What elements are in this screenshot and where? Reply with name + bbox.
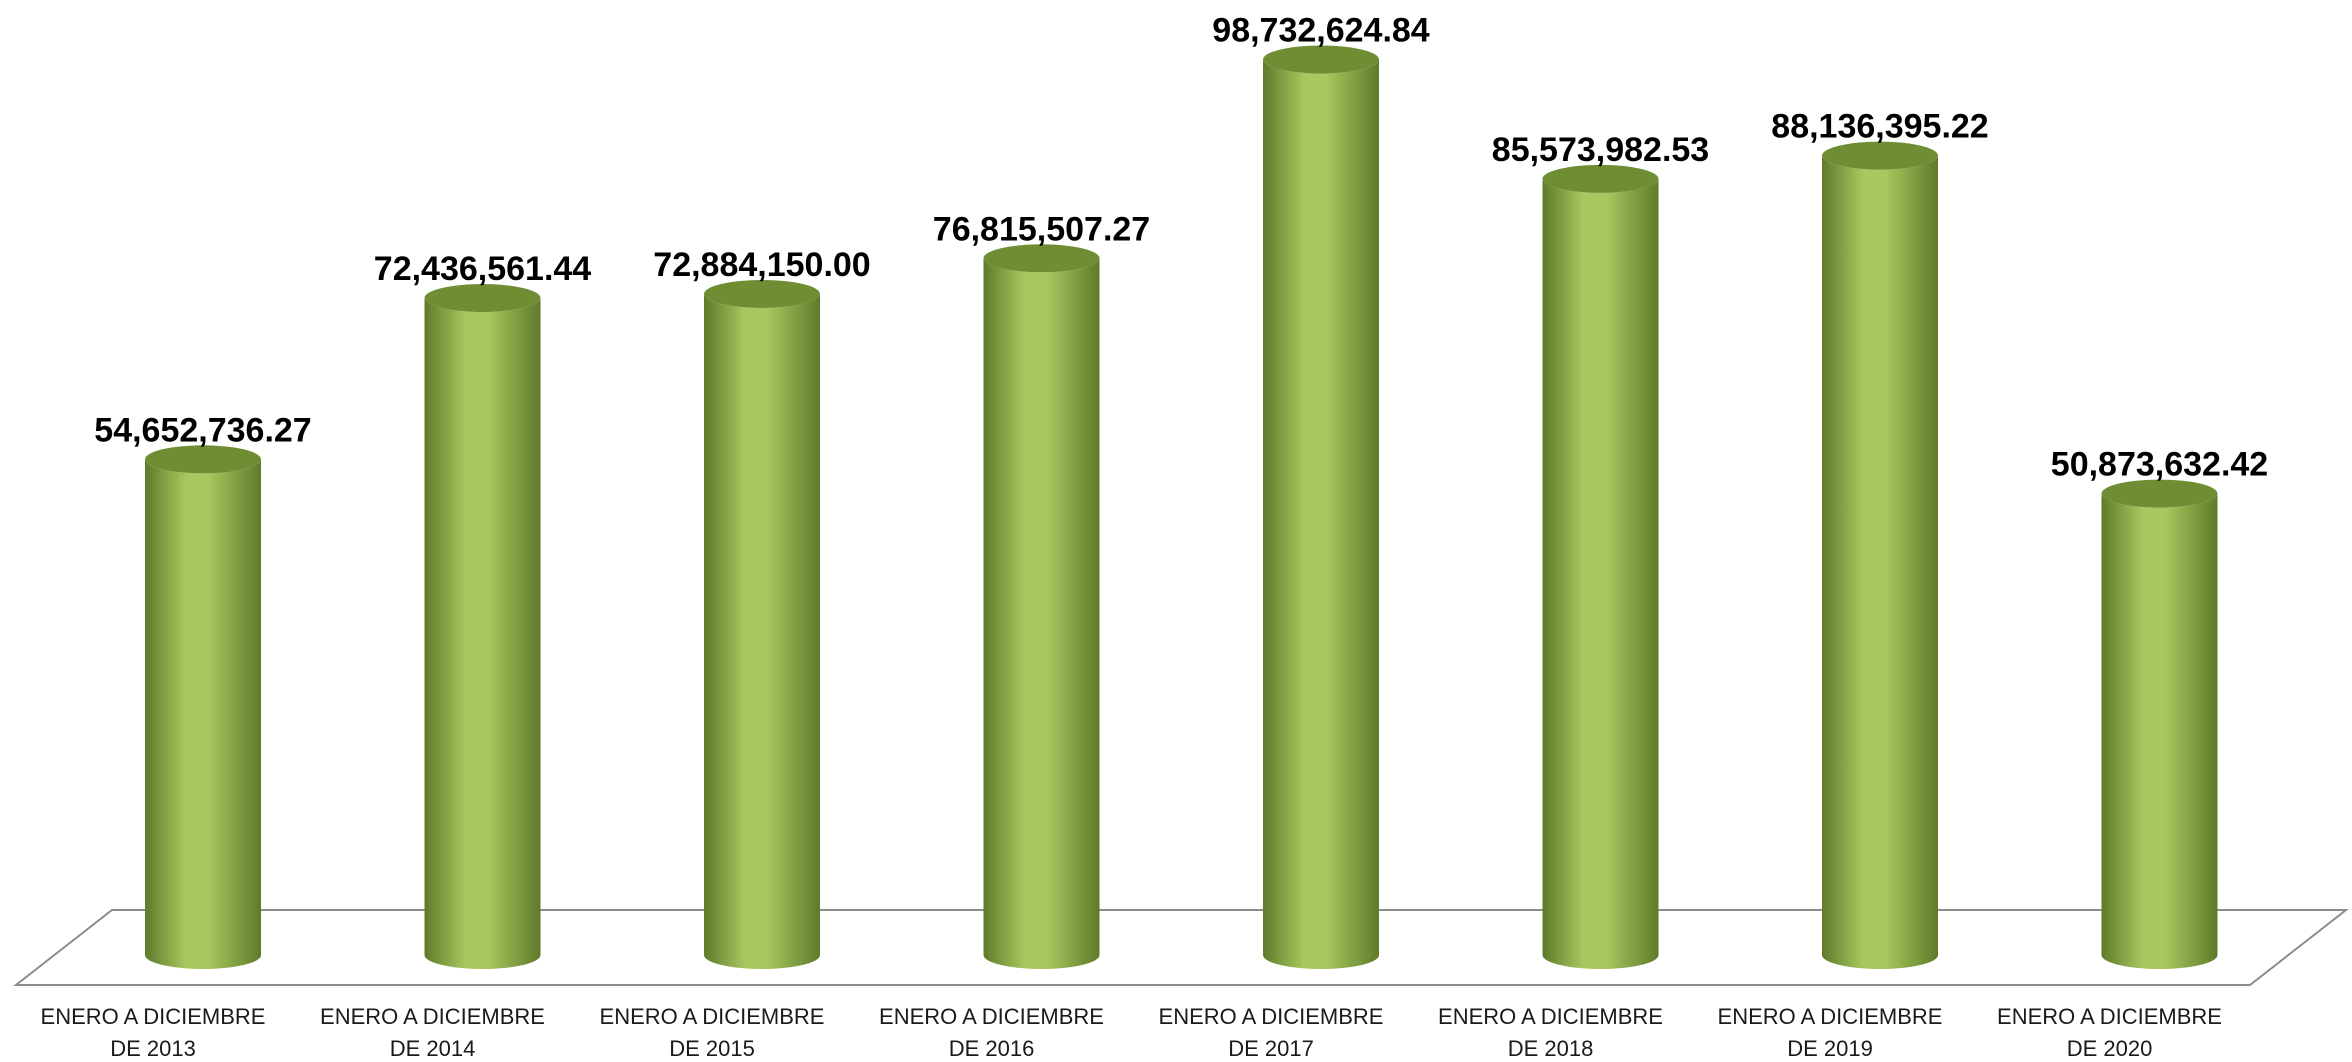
category-tick-label: DE 2014 <box>390 1036 476 1061</box>
bar-top-cap <box>2101 479 2218 508</box>
bar-6 <box>1822 141 1938 969</box>
data-label: 50,873,632.42 <box>2051 446 2268 484</box>
bar-4 <box>1263 45 1379 969</box>
category-tick-label: ENERO A DICIEMBRE <box>1718 1004 1943 1029</box>
bar-top-cap <box>983 244 1100 273</box>
category-tick-label: ENERO A DICIEMBRE <box>41 1004 266 1029</box>
bar-body <box>983 258 1100 970</box>
data-label: 85,573,982.53 <box>1492 131 1709 169</box>
category-labels-group: ENERO A DICIEMBRE DE 2013 ENERO A DICIEMBR… <box>41 1004 2222 1061</box>
bar-top-cap <box>1263 45 1379 74</box>
bars-group <box>145 45 2218 970</box>
bar-body <box>1822 155 1938 969</box>
bar-top-cap <box>1542 164 1659 193</box>
category-tick-label: ENERO A DICIEMBRE <box>1997 1004 2222 1029</box>
value-labels-group: 54,652,736.27 72,436,561.44 72,884,150.00 7… <box>94 11 2268 483</box>
bar-2 <box>704 279 820 969</box>
bar-body <box>2101 493 2218 969</box>
bar-7 <box>2101 479 2218 969</box>
data-label: 72,436,561.44 <box>374 250 592 288</box>
bar-body <box>704 293 820 969</box>
bar-body <box>424 298 541 970</box>
data-label: 76,815,507.27 <box>933 210 1150 248</box>
chart-floor <box>13 909 2349 986</box>
bar-top-cap <box>1822 141 1938 170</box>
bar-body <box>1542 178 1659 969</box>
category-tick-label: ENERO A DICIEMBRE <box>1438 1004 1663 1029</box>
category-tick-label: ENERO A DICIEMBRE <box>1159 1004 1384 1029</box>
bar-5 <box>1542 164 1659 969</box>
bar-top-cap <box>704 279 820 308</box>
category-tick-label: ENERO A DICIEMBRE <box>600 1004 825 1029</box>
bar-1 <box>424 284 541 970</box>
bar-body <box>1263 59 1379 969</box>
category-tick-label: DE 2020 <box>2067 1036 2153 1061</box>
data-label: 98,732,624.84 <box>1212 11 1430 49</box>
bar-3 <box>983 244 1100 970</box>
category-tick-label: DE 2019 <box>1787 1036 1873 1061</box>
category-tick-label: ENERO A DICIEMBRE <box>879 1004 1104 1029</box>
data-label: 72,884,150.00 <box>653 246 870 284</box>
category-tick-label: DE 2015 <box>669 1036 755 1061</box>
category-tick-label: DE 2016 <box>949 1036 1035 1061</box>
category-tick-label: ENERO A DICIEMBRE <box>320 1004 545 1029</box>
bar-top-cap <box>145 445 261 474</box>
category-tick-label: DE 2013 <box>110 1036 196 1061</box>
bar-body <box>145 459 261 969</box>
category-tick-label: DE 2018 <box>1508 1036 1594 1061</box>
bar-top-cap <box>424 284 541 313</box>
data-label: 54,652,736.27 <box>94 411 311 449</box>
data-label: 88,136,395.22 <box>1771 108 1988 146</box>
category-tick-label: DE 2017 <box>1228 1036 1314 1061</box>
bar-0 <box>145 445 261 969</box>
